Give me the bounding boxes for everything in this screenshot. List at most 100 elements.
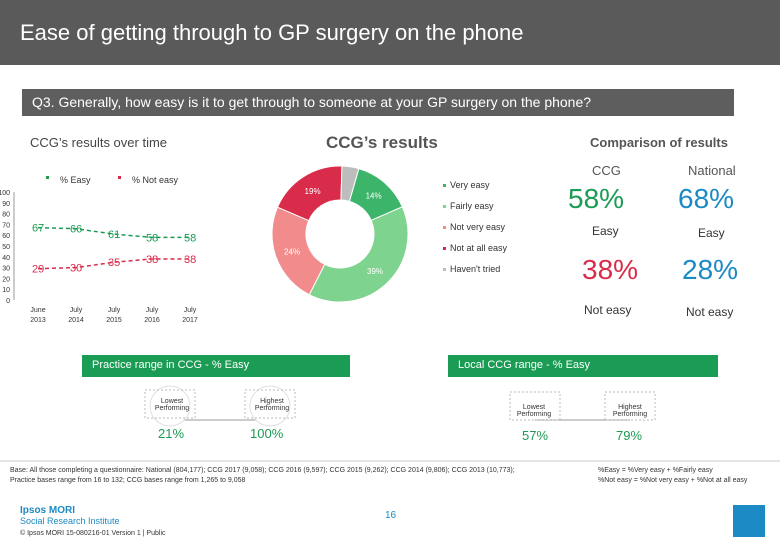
data-label: 61 (108, 229, 120, 241)
page-number: 16 (385, 510, 397, 521)
donut-value-label: 14% (366, 192, 382, 201)
data-label: 35 (108, 257, 120, 269)
series-line (37, 258, 190, 270)
definitions-note: %Easy = %Very easy + %Fairly easy %Not e… (598, 467, 748, 484)
ccg-easy-value: 58% (568, 183, 625, 214)
line-chart-legend: % Easy % Not easy (46, 175, 179, 185)
donut-legend-swatch (443, 205, 446, 208)
logo-subtext: Social Research Institute (20, 516, 120, 526)
y-tick-label: 10 (2, 287, 10, 294)
x-label-group: June 2013 July 2014 July 2015 July 2016 July 2017 (30, 307, 198, 324)
comparison-label: Comparison of results (590, 135, 728, 150)
x-tick-label: July 2015 (106, 307, 122, 324)
donut-legend: Very easy Fairly easy Not very easy Not at … (443, 180, 543, 285)
logo-text: Ipsos MORI (20, 505, 76, 516)
x-tick-label: July 2014 (68, 307, 84, 324)
y-tick-label: 50 (2, 244, 10, 251)
y-tick-label: 80 (2, 212, 10, 219)
local-highest-label: Highest Performing (612, 404, 648, 418)
donut-legend-item: Not very easy (443, 222, 543, 243)
data-label: 30 (70, 263, 82, 275)
data-label: 66 (70, 224, 82, 236)
y-tick-label: 40 (2, 255, 10, 262)
local-highest-value: 79% (616, 428, 643, 443)
practice-highest-label: Highest Performing (254, 398, 290, 412)
practice-lowest-box (144, 389, 196, 419)
data-label: 38 (184, 254, 196, 266)
title-bar: Ease of getting through to GP surgery on… (0, 0, 780, 65)
legend-easy-swatch (46, 176, 49, 179)
ccg-results-label: CCG’s results (326, 133, 438, 152)
donut-slice (308, 206, 409, 303)
donut-value-label: 24% (284, 247, 300, 256)
copyright-text: © Ipsos MORI 15-080216-01 Version 1 | Pu… (20, 530, 166, 537)
donut-slices: 14% 39% 24% 19% (271, 165, 409, 303)
local-lowest-box (509, 391, 561, 421)
x-tick-label: July 2016 (144, 307, 160, 324)
data-label: 38 (146, 254, 158, 266)
legend-easy-label: % Easy (60, 175, 91, 185)
local-lowest-value: 57% (522, 428, 549, 443)
ccg-easy-caption: Easy (592, 224, 619, 238)
col-ccg-header: CCG (592, 163, 621, 178)
x-tick-label: July 2017 (182, 307, 198, 324)
donut-legend-swatch (443, 268, 446, 271)
national-easy-caption: Easy (698, 226, 725, 240)
y-tick-label: 100 (0, 190, 10, 197)
local-range-title: Local CCG range - % Easy (458, 359, 591, 371)
over-time-label: CCG’s results over time (30, 135, 168, 150)
donut-value-label: 39% (367, 267, 383, 276)
y-tick-label: 70 (2, 222, 10, 229)
practice-lowest-value: 21% (158, 426, 185, 441)
series-line (37, 226, 190, 239)
donut-legend-label: Very easy (450, 180, 490, 190)
practice-range-title: Practice range in CCG - % Easy (92, 359, 250, 371)
data-label: 58 (184, 232, 196, 244)
practice-range-graphic (144, 385, 296, 427)
donut-legend-item: Very easy (443, 180, 543, 201)
national-easy-value: 68% (678, 183, 735, 214)
col-national-header: National (688, 163, 736, 178)
local-range-bar: Local CCG range - % Easy (448, 355, 718, 377)
y-tick-label: 90 (2, 201, 10, 208)
practice-range-bar: Practice range in CCG - % Easy (82, 355, 350, 377)
base-note: Base: All those completing a questionnai… (10, 467, 515, 484)
donut-legend-swatch (443, 226, 446, 229)
ipsos-logo-mark (733, 505, 765, 537)
donut-slice (340, 165, 360, 202)
practice-highest-value: 100% (250, 426, 284, 441)
national-not-easy-caption: Not easy (686, 305, 734, 319)
question-bar: Q3. Generally, how easy is it to get thr… (22, 89, 734, 116)
footer-divider (0, 460, 780, 462)
donut-legend-swatch (443, 184, 446, 187)
practice-highest-box (244, 389, 296, 419)
local-range-graphic (509, 391, 656, 421)
local-lowest-label: Lowest Performing (516, 404, 552, 418)
y-tick-label: 60 (2, 233, 10, 240)
donut-legend-item: Haven't tried (443, 264, 543, 285)
practice-highest-marker (249, 385, 291, 427)
donut-legend-label: Not very easy (450, 222, 506, 232)
question-text: Q3. Generally, how easy is it to get thr… (32, 94, 592, 110)
data-label: 29 (32, 264, 44, 276)
donut-legend-item: Not at all easy (443, 243, 543, 264)
donut-chart: 14% 39% 24% 19% (271, 165, 409, 303)
series-group: 67 66 61 58 58 29 30 35 38 38 (32, 223, 196, 276)
y-tick-label: 0 (6, 298, 10, 305)
donut-legend-label: Not at all easy (450, 243, 508, 253)
legend-not-easy-label: % Not easy (132, 175, 179, 185)
donut-legend-label: Haven't tried (450, 264, 501, 274)
legend-not-easy-swatch (118, 176, 121, 179)
local-highest-box (604, 391, 656, 421)
page-title: Ease of getting through to GP surgery on… (20, 20, 524, 45)
line-chart: % Easy % Not easy 0 10 20 30 40 50 60 70 80 90 100… (0, 175, 198, 324)
data-label: 67 (32, 223, 44, 235)
y-tick-label: 30 (2, 266, 10, 273)
donut-value-label: 19% (305, 187, 321, 196)
donut-legend-item: Fairly easy (443, 201, 543, 222)
ccg-not-easy-caption: Not easy (584, 303, 632, 317)
y-tick-group: 0 10 20 30 40 50 60 70 80 90 100 (0, 190, 10, 305)
donut-legend-swatch (443, 247, 446, 250)
donut-legend-label: Fairly easy (450, 201, 494, 211)
x-tick-label: June 2013 (30, 307, 46, 324)
